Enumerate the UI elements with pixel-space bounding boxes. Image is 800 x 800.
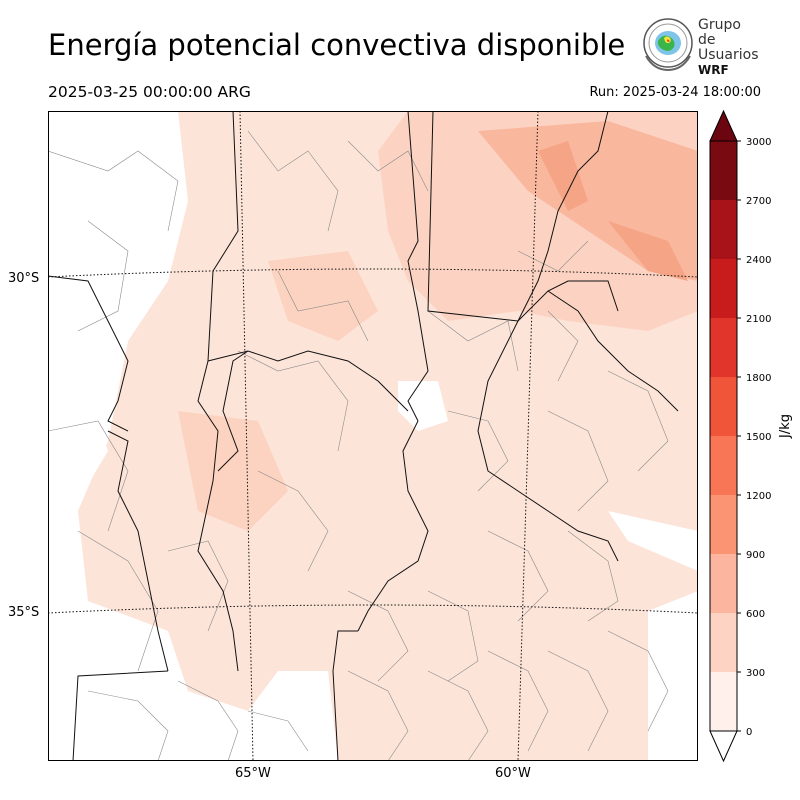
colorbar-level	[710, 200, 737, 259]
colorbar-level	[710, 141, 737, 200]
colorbar-level	[710, 318, 737, 377]
lon-label-65w: 65°W	[235, 766, 271, 781]
parallel-30s	[48, 268, 698, 278]
colorbar-tick-label: 3000	[746, 137, 771, 148]
cape-map	[48, 111, 698, 761]
colorbar-level	[710, 377, 737, 436]
wrf-seal-icon	[643, 18, 693, 72]
valid-time: 2025-03-25 00:00:00 ARG	[48, 83, 251, 101]
logo-line-3: WRF	[698, 63, 729, 77]
colorbar-level	[710, 436, 737, 495]
colorbar-tick-label: 2400	[746, 255, 771, 266]
graticule	[48, 111, 698, 761]
colorbar-extend-min	[709, 730, 738, 763]
colorbar-tick-label: 1200	[746, 491, 771, 502]
colorbar-blocks	[709, 109, 738, 763]
lon-label-60w: 60°W	[495, 766, 531, 781]
colorbar-extend-max	[709, 109, 738, 142]
lat-label-35s: 35°S	[8, 605, 40, 620]
run-time: Run: 2025-03-24 18:00:00	[589, 85, 761, 100]
colorbar-level	[710, 672, 737, 731]
colorbar-tick-label: 300	[746, 668, 765, 679]
parallel-35s	[48, 604, 698, 614]
colorbar-tick-label: 1500	[746, 432, 771, 443]
logo-text: Grupo de Usuarios WRF	[698, 18, 760, 78]
colorbar-unit: J/kg	[778, 414, 793, 438]
colorbar: 0 300 600 900 1200 1500 1800 2100 2400 2700 3000	[709, 109, 771, 763]
colorbar-ticks: 0 300 600 900 1200 1500 1800 2100 2400 2700 3000	[737, 137, 771, 738]
department-boundaries	[48, 130, 669, 761]
colorbar-level	[710, 613, 737, 672]
colorbar-level	[710, 259, 737, 318]
map-title: Energía potencial convectiva disponible	[48, 28, 626, 62]
map-frame	[48, 111, 698, 761]
cape-shading	[48, 111, 698, 761]
colorbar-tick-label: 1800	[746, 373, 771, 384]
colorbar-level	[710, 495, 737, 554]
colorbar-tick-label: 0	[746, 727, 752, 738]
colorbar-tick-label: 2700	[746, 196, 771, 207]
logo-line-1: Grupo de	[698, 17, 741, 48]
colorbar-level	[710, 554, 737, 613]
logo-line-2: Usuarios	[698, 47, 759, 63]
wrf-users-group-logo: Grupo de Usuarios WRF	[638, 16, 760, 77]
colorbar-tick-label: 2100	[746, 314, 771, 325]
province-borders	[48, 111, 679, 761]
colorbar-tick-label: 900	[746, 550, 765, 561]
colorbar-tick-label: 600	[746, 609, 765, 620]
lat-label-30s: 30°S	[8, 271, 40, 286]
